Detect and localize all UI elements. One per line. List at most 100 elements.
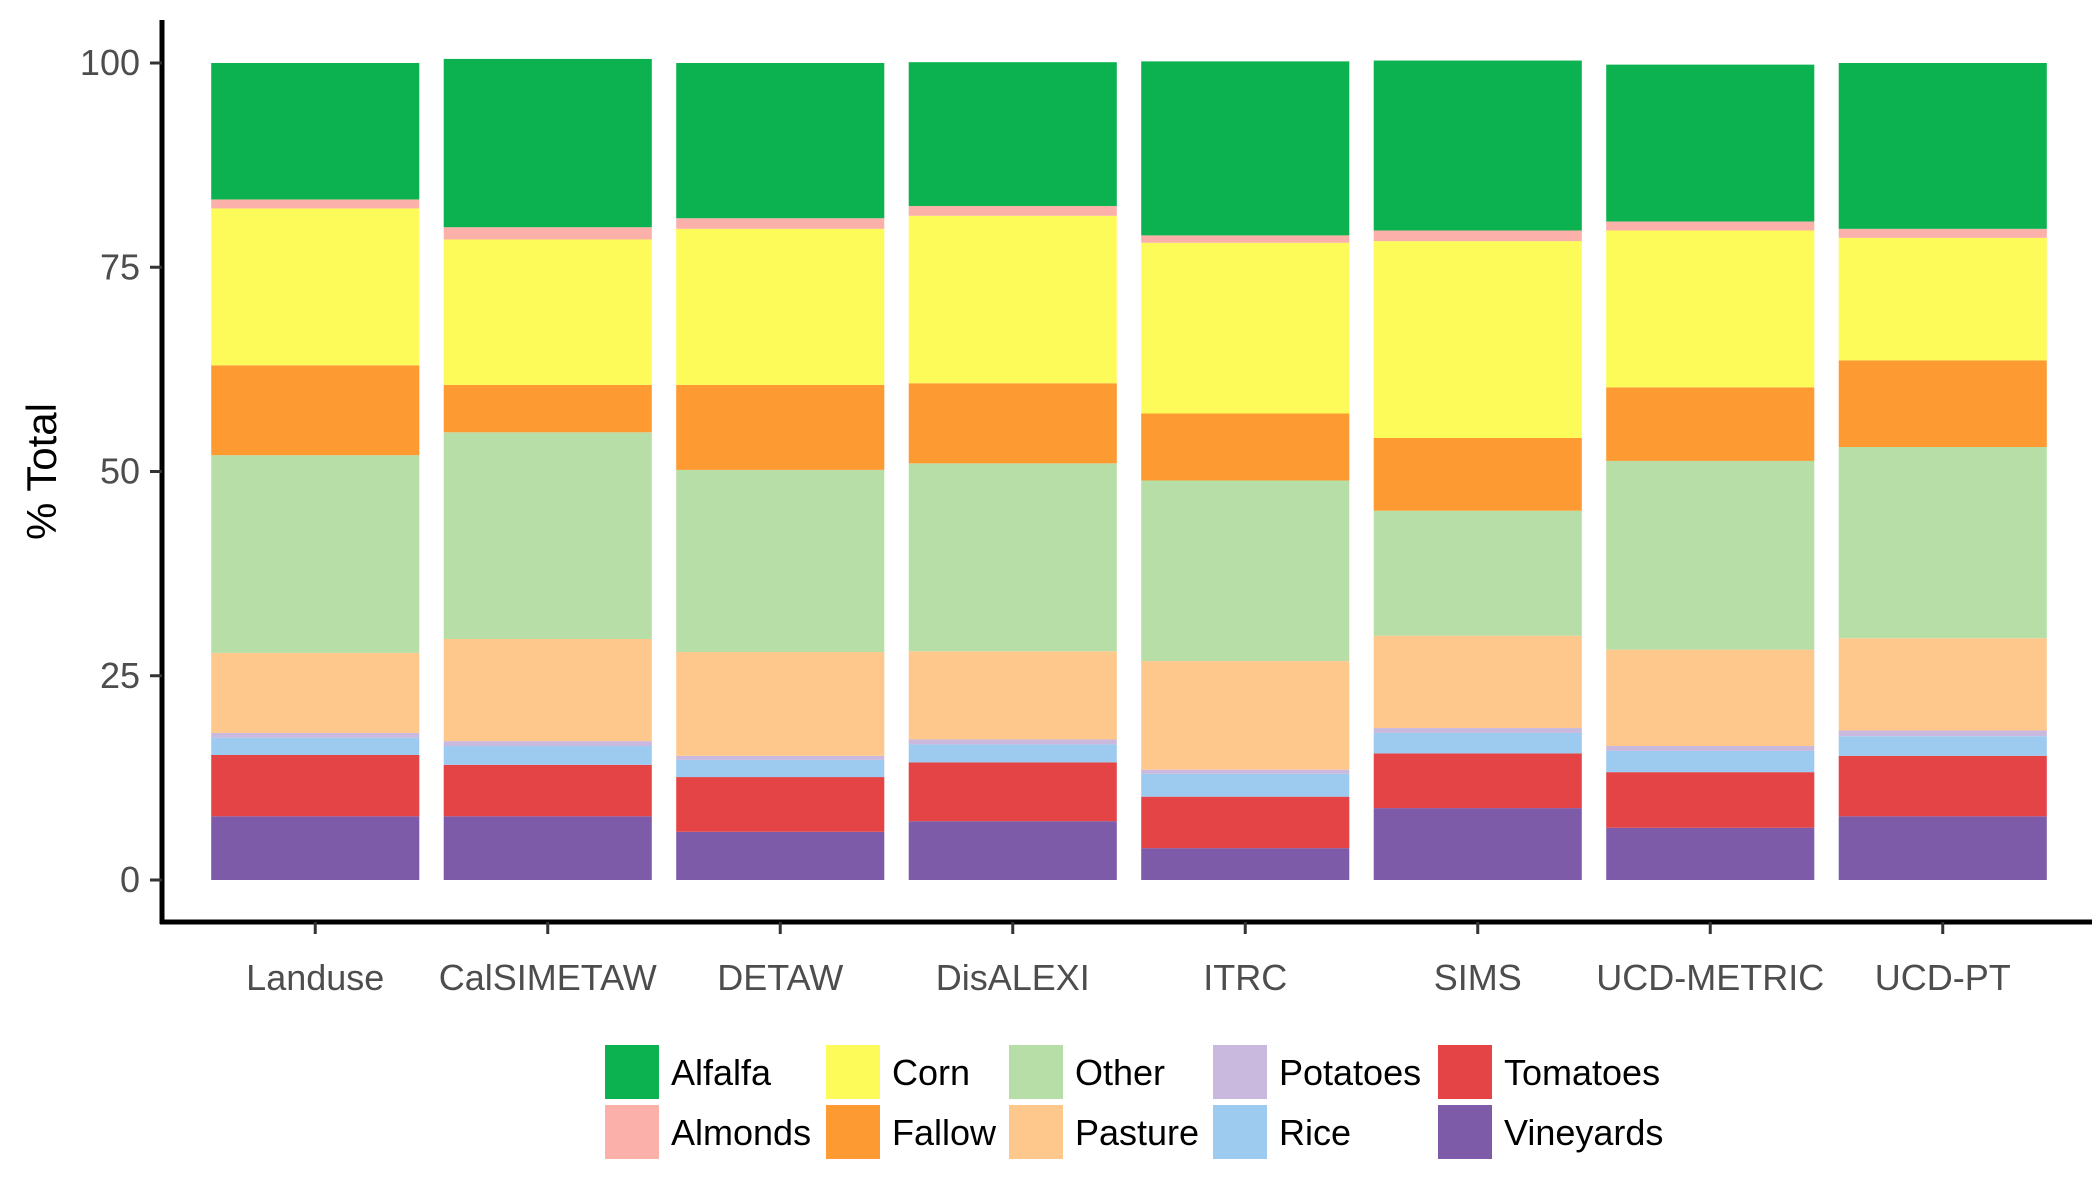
bar-segment-ucd-pt-corn [1838,237,2047,361]
bar-segment-landuse-fallow [211,365,420,456]
y-tick-label-75: 75 [100,246,140,287]
bar-segment-landuse-other [211,455,420,653]
bar-segment-detaw-tomatoes [676,777,885,832]
bar-segment-itrc-rice [1141,773,1350,797]
bar-segment-disalexi-pasture [908,651,1117,740]
legend-item-tomatoes: Tomatoes [1438,1045,1660,1099]
bar-segment-detaw-alfalfa [676,63,885,219]
bar-segment-detaw-corn [676,228,885,385]
bar-segment-sims-fallow [1373,438,1582,511]
bar-segment-detaw-other [676,469,885,653]
legend-swatch-pasture [1009,1105,1063,1159]
axes-layer: 0 25 50 75 100 Landuse CalSIMETAW DETAW DisALEXI… [18,20,2092,998]
bar-segment-disalexi-almonds [908,205,1117,216]
bar-segment-itrc-pasture [1141,661,1350,770]
bar-segment-ucd-metric-corn [1606,230,1815,388]
legend-label-fallow: Fallow [892,1112,997,1153]
bars-layer [211,58,2047,880]
x-tick-label-ucd-pt: UCD-PT [1875,957,2011,998]
bar-segment-itrc-alfalfa [1141,61,1350,236]
bar-segment-itrc-vineyards [1141,848,1350,880]
legend-item-alfalfa: Alfalfa [605,1045,772,1099]
bar-segment-sims-corn [1373,241,1582,439]
legend-label-potatoes: Potatoes [1279,1052,1421,1093]
bar-segment-ucd-pt-tomatoes [1838,755,2047,817]
bar-segment-calsimetaw-potatoes [443,741,652,747]
legend-label-tomatoes: Tomatoes [1504,1052,1660,1093]
y-tick-label-50: 50 [100,451,140,492]
bar-segment-landuse-rice [211,737,420,755]
bar-segment-ucd-metric-pasture [1606,649,1815,747]
legend-item-other: Other [1009,1045,1165,1099]
bar-segment-disalexi-tomatoes [908,762,1117,822]
x-tick-label-detaw: DETAW [717,957,843,998]
legend-swatch-vineyards [1438,1105,1492,1159]
x-tick-label-calsimetaw: CalSIMETAW [439,957,657,998]
bar-segment-calsimetaw-fallow [443,384,652,433]
bar-segment-detaw-vineyards [676,831,885,880]
legend: Alfalfa Almonds Corn Fallow Other Pasture Pota… [605,1045,1663,1159]
bar-segment-disalexi-potatoes [908,739,1117,745]
bar-segment-itrc-fallow [1141,413,1350,481]
y-axis-title: % Total [18,403,65,540]
bar-segment-landuse-vineyards [211,816,420,880]
bar-segment-ucd-metric-almonds [1606,221,1815,231]
bar-segment-ucd-metric-vineyards [1606,827,1815,880]
bar-segment-ucd-pt-other [1838,446,2047,639]
bar-segment-ucd-metric-potatoes [1606,746,1815,751]
bar-segment-detaw-almonds [676,218,885,229]
legend-swatch-rice [1213,1105,1267,1159]
legend-item-almonds: Almonds [605,1105,811,1159]
bar-segment-ucd-pt-potatoes [1838,730,2047,737]
x-tick-label-sims: SIMS [1434,957,1522,998]
x-tick-label-ucd-metric: UCD-METRIC [1596,957,1824,998]
bar-segment-ucd-metric-fallow [1606,387,1815,461]
bar-segment-sims-alfalfa [1373,60,1582,231]
bar-segment-landuse-pasture [211,652,420,733]
bar-segment-disalexi-rice [908,744,1117,763]
bar-segment-ucd-metric-tomatoes [1606,772,1815,828]
legend-swatch-almonds [605,1105,659,1159]
legend-label-alfalfa: Alfalfa [671,1052,772,1093]
y-tick-label-0: 0 [120,859,140,900]
bar-segment-sims-pasture [1373,635,1582,729]
bar-segment-ucd-pt-vineyards [1838,816,2047,880]
bar-segment-itrc-almonds [1141,235,1350,243]
legend-item-fallow: Fallow [826,1105,997,1159]
bar-segment-sims-tomatoes [1373,753,1582,809]
bar-segment-sims-rice [1373,732,1582,754]
x-tick-label-itrc: ITRC [1203,957,1287,998]
legend-item-vineyards: Vineyards [1438,1105,1663,1159]
bar-segment-ucd-pt-pasture [1838,638,2047,731]
bar-segment-calsimetaw-alfalfa [443,58,652,228]
bar-segment-ucd-pt-rice [1838,736,2047,756]
bar-segment-calsimetaw-rice [443,746,652,765]
x-tick-label-landuse: Landuse [246,957,384,998]
legend-label-pasture: Pasture [1075,1112,1199,1153]
bar-segment-calsimetaw-other [443,432,652,639]
bar-segment-landuse-potatoes [211,732,420,738]
bar-segment-ucd-metric-alfalfa [1606,64,1815,222]
bar-segment-calsimetaw-vineyards [443,816,652,880]
legend-swatch-fallow [826,1105,880,1159]
bar-segment-detaw-potatoes [676,755,885,760]
bar-segment-detaw-pasture [676,652,885,756]
bar-segment-calsimetaw-corn [443,239,652,385]
bar-segment-detaw-rice [676,759,885,778]
legend-swatch-corn [826,1045,880,1099]
bar-segment-disalexi-fallow [908,383,1117,464]
legend-item-corn: Corn [826,1045,970,1099]
legend-item-potatoes: Potatoes [1213,1045,1421,1099]
legend-label-vineyards: Vineyards [1504,1112,1663,1153]
bar-segment-itrc-other [1141,480,1350,662]
bar-segment-ucd-metric-other [1606,460,1815,650]
x-tick-label-disalexi: DisALEXI [936,957,1090,998]
bar-segment-itrc-tomatoes [1141,796,1350,849]
legend-label-other: Other [1075,1052,1165,1093]
legend-swatch-other [1009,1045,1063,1099]
bar-segment-sims-other [1373,510,1582,636]
bar-segment-sims-vineyards [1373,808,1582,880]
bar-segment-disalexi-corn [908,215,1117,384]
